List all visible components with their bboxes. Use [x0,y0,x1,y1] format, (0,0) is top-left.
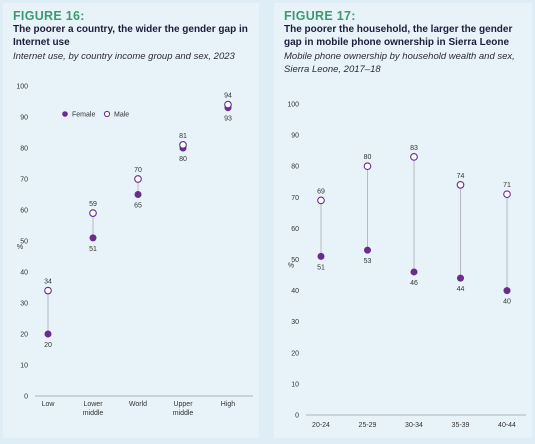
chart-title: The poorer a country, the wider the gend… [13,24,248,48]
male-point [179,141,187,149]
y-tick-label: 60 [20,208,28,215]
male-point [410,153,418,161]
male-point [456,181,465,189]
x-tick-label: 30-34 [405,422,423,429]
y-tick-label: 0 [295,413,299,420]
x-tick-label: 40-44 [498,422,516,429]
male-data-label: 74 [457,173,465,180]
x-tick-label: 20-24 [312,422,330,429]
female-point [89,234,97,242]
female-data-label: 80 [179,156,187,163]
x-tick-label: 35-39 [452,422,470,429]
female-data-label: 65 [134,203,142,210]
y-axis-label: % [17,244,23,251]
female-point [364,246,371,254]
legend-female-label: Female [72,112,95,119]
female-point [134,191,142,198]
figure-17-chart: 0 10 20 30 40 50 60 70 80 90 100% 69 51 20-24 80 53 25-2… [287,102,526,429]
chart-title: The poorer the household, the larger the… [284,24,513,48]
female-data-label: 51 [89,246,97,253]
male-point [89,209,97,217]
y-tick-label: 40 [20,270,28,277]
figure-16-panel: FIGURE 16: The poorer a country, the wid… [3,3,259,438]
male-point [224,100,232,109]
y-tick-label: 100 [287,102,299,109]
female-point [457,274,464,282]
female-data-label: 51 [317,264,325,271]
male-point [503,190,511,199]
figure-label: FIGURE 17: [284,9,356,23]
male-data-label: 69 [317,188,325,195]
male-data-label: 94 [224,93,232,100]
x-tick-label: middle [173,410,194,417]
x-tick-label: Lower [83,401,103,408]
male-point [363,162,372,171]
y-tick-label: 0 [24,394,28,401]
female-data-label: 46 [410,280,418,287]
male-data-label: 71 [503,182,511,189]
female-point [503,287,511,295]
female-point [44,330,52,338]
female-point [410,268,418,276]
y-tick-label: 20 [20,332,28,339]
y-tick-label: 40 [291,288,299,295]
y-tick-label: 70 [20,177,28,184]
y-tick-label: 50 [20,239,28,246]
x-tick-label: middle [83,410,104,417]
x-tick-label: High [221,401,236,408]
male-point [44,286,52,295]
y-tick-label: 30 [20,301,28,308]
legend-male-marker [103,110,111,118]
legend-female-marker [62,111,68,117]
female-data-label: 44 [457,286,465,293]
male-data-label: 83 [410,145,418,152]
y-tick-label: 90 [20,115,28,122]
y-tick-label: 10 [291,381,299,388]
male-data-label: 59 [89,201,97,208]
male-data-label: 70 [134,167,142,174]
female-data-label: 53 [364,258,372,265]
figure-16-chart: 0 10 20 30 40 50 60 70 80 90 100% 34 20 Low 59 51 Lower m… [16,84,253,417]
chart-subtitle: Internet use, by country income group an… [13,51,235,62]
female-data-label: 93 [224,116,232,123]
y-tick-label: 80 [291,164,299,171]
male-point [317,196,325,205]
x-tick-label: World [129,401,147,408]
figure-17-panel: FIGURE 17: The poorer the household, the… [274,3,532,438]
legend-male-label: Male [114,112,129,119]
y-tick-label: 10 [20,363,28,370]
y-tick-label: 90 [291,133,299,140]
y-tick-label: 80 [20,146,28,153]
male-point [134,175,142,183]
y-tick-label: 100 [16,84,28,91]
female-data-label: 40 [503,299,511,306]
y-tick-label: 30 [291,319,299,326]
y-axis-label: % [288,263,294,270]
male-data-label: 80 [364,154,372,161]
female-data-label: 20 [44,342,52,349]
x-tick-label: Low [42,401,56,408]
y-tick-label: 60 [291,226,299,233]
male-data-label: 34 [44,279,52,286]
x-tick-label: 25-29 [359,422,377,429]
male-data-label: 81 [179,133,187,140]
female-point [317,252,325,260]
figure-label: FIGURE 16: [13,9,85,23]
x-tick-label: Upper [173,401,193,408]
y-tick-label: 70 [291,195,299,202]
y-tick-label: 50 [291,257,299,264]
y-tick-label: 20 [291,350,299,357]
chart-subtitle: Mobile phone ownership by household weal… [284,51,515,75]
